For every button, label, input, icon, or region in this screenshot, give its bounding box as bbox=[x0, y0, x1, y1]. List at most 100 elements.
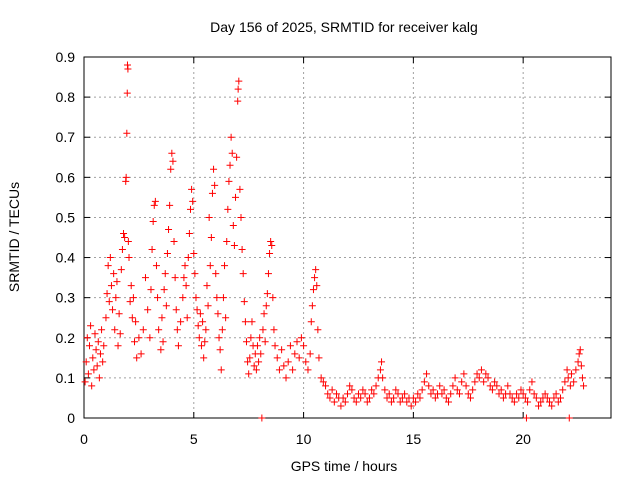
data-point bbox=[82, 358, 90, 366]
y-tick-label: 0.5 bbox=[56, 209, 76, 225]
data-point bbox=[193, 306, 201, 314]
data-point bbox=[223, 238, 231, 246]
data-point bbox=[158, 314, 166, 322]
data-point bbox=[497, 386, 505, 394]
data-point bbox=[442, 394, 450, 402]
data-point bbox=[286, 342, 294, 350]
y-tick-label: 0.3 bbox=[56, 290, 76, 306]
data-point bbox=[532, 394, 540, 402]
y-tick-label: 0.9 bbox=[56, 49, 76, 65]
data-point bbox=[229, 221, 237, 229]
data-point bbox=[315, 354, 323, 362]
data-point bbox=[546, 398, 554, 406]
data-point bbox=[416, 394, 424, 402]
data-point bbox=[206, 262, 214, 270]
data-point bbox=[132, 318, 140, 326]
data-point bbox=[228, 149, 236, 157]
data-point bbox=[163, 250, 171, 258]
data-point bbox=[376, 366, 384, 374]
data-point bbox=[445, 398, 453, 406]
data-point bbox=[429, 386, 437, 394]
data-point bbox=[234, 97, 242, 105]
data-point bbox=[392, 386, 400, 394]
data-point bbox=[133, 354, 141, 362]
data-point bbox=[354, 390, 362, 398]
data-point bbox=[458, 378, 466, 386]
data-point bbox=[151, 197, 159, 205]
data-point bbox=[111, 326, 119, 334]
data-point bbox=[552, 390, 560, 398]
data-point bbox=[566, 382, 574, 390]
data-point bbox=[124, 238, 132, 246]
data-point bbox=[322, 382, 330, 390]
data-point bbox=[235, 77, 243, 85]
data-point bbox=[213, 294, 221, 302]
data-point bbox=[184, 254, 192, 262]
data-point bbox=[105, 298, 113, 306]
data-point bbox=[195, 334, 203, 342]
data-point bbox=[171, 274, 179, 282]
data-point bbox=[196, 310, 204, 318]
data-point bbox=[383, 394, 391, 402]
data-point bbox=[308, 302, 316, 310]
data-point bbox=[407, 402, 415, 410]
data-point bbox=[255, 358, 263, 366]
data-point bbox=[526, 386, 534, 394]
data-point bbox=[324, 390, 332, 398]
data-point bbox=[263, 290, 271, 298]
data-point bbox=[267, 238, 275, 246]
data-point bbox=[266, 250, 274, 258]
data-point bbox=[513, 390, 521, 398]
data-point bbox=[165, 225, 173, 233]
x-tick-label: 20 bbox=[515, 431, 531, 447]
data-point bbox=[173, 326, 181, 334]
data-point bbox=[370, 390, 378, 398]
data-point bbox=[260, 310, 268, 318]
data-point bbox=[236, 185, 244, 193]
data-point bbox=[541, 390, 549, 398]
x-tick-label: 10 bbox=[296, 431, 312, 447]
data-point bbox=[122, 173, 130, 181]
data-point bbox=[341, 398, 349, 406]
data-point bbox=[425, 382, 433, 390]
data-point bbox=[167, 165, 175, 173]
data-point bbox=[116, 330, 124, 338]
data-point bbox=[93, 362, 101, 370]
data-point bbox=[330, 398, 338, 406]
data-point bbox=[359, 386, 367, 394]
data-point bbox=[192, 294, 200, 302]
data-point bbox=[271, 342, 279, 350]
data-point bbox=[214, 310, 222, 318]
data-point bbox=[455, 390, 463, 398]
data-point bbox=[129, 294, 137, 302]
data-point bbox=[102, 314, 110, 322]
data-point bbox=[517, 386, 525, 394]
data-point bbox=[302, 358, 310, 366]
data-point bbox=[104, 262, 112, 270]
data-point bbox=[241, 318, 249, 326]
data-point bbox=[556, 394, 564, 402]
data-point bbox=[180, 274, 188, 282]
data-point bbox=[114, 342, 122, 350]
data-series bbox=[81, 61, 588, 422]
data-point bbox=[460, 370, 468, 378]
data-point bbox=[172, 306, 180, 314]
data-point bbox=[414, 390, 422, 398]
data-point bbox=[361, 390, 369, 398]
x-axis: 0 5 10 15 20 bbox=[80, 57, 531, 447]
data-point bbox=[418, 386, 426, 394]
data-point bbox=[202, 326, 210, 334]
data-point bbox=[124, 65, 132, 73]
data-point bbox=[438, 390, 446, 398]
data-point bbox=[84, 370, 92, 378]
data-point bbox=[250, 362, 258, 370]
data-point bbox=[480, 378, 488, 386]
chart-title: Day 156 of 2025, SRMTID for receiver kal… bbox=[210, 19, 478, 35]
data-point bbox=[578, 374, 586, 382]
data-point bbox=[403, 398, 411, 406]
data-point bbox=[548, 402, 556, 410]
data-point bbox=[333, 390, 341, 398]
data-point bbox=[203, 282, 211, 290]
data-point bbox=[510, 398, 518, 406]
